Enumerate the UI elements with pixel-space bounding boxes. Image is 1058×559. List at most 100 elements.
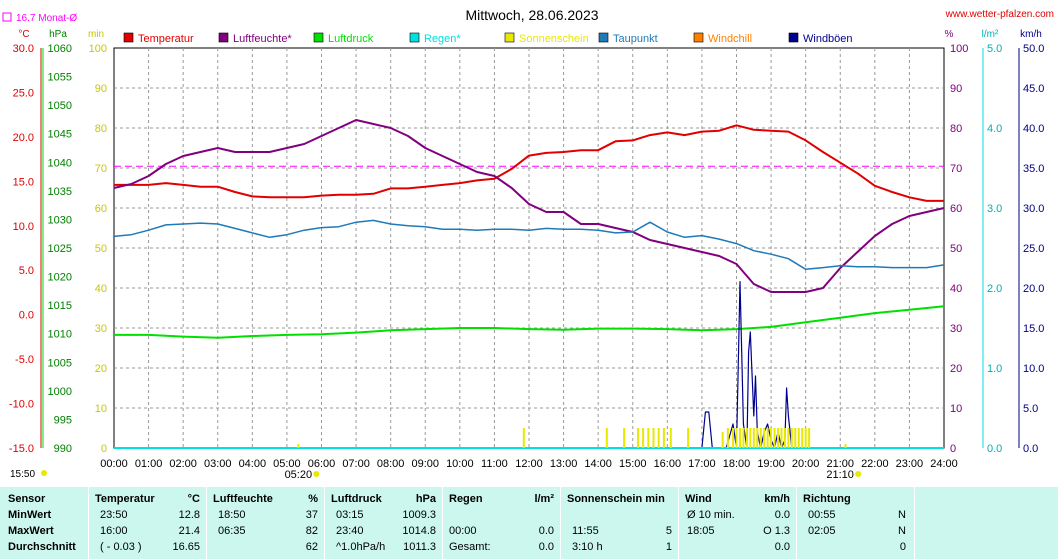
sunshine-bar: [773, 428, 776, 448]
stats-press-time: 23:40: [336, 525, 364, 537]
stats-header-hum: Luftfeuchte: [213, 493, 273, 505]
sunshine-bar: [801, 428, 804, 448]
rain-tick: 2.0: [987, 283, 1002, 295]
min-tick: 40: [95, 283, 107, 295]
min-tick: 100: [89, 43, 107, 55]
sunshine-bar: [794, 428, 797, 448]
stats-wind-value: 0.0: [774, 509, 790, 521]
legend-label-4: Sonnenschein: [519, 33, 589, 45]
pct-tick: 20: [950, 363, 962, 375]
stats-temp-value: 12.8: [178, 509, 200, 521]
stats-separator: [914, 487, 915, 559]
series-layer: [113, 119, 945, 449]
x-tick: 12:00: [515, 458, 543, 470]
series-taupunkt: [113, 219, 945, 271]
min-tick: 10: [95, 403, 107, 415]
pct-tick: 100: [950, 43, 968, 55]
series-luftfeuchte: [113, 119, 945, 293]
x-tick: 03:00: [204, 458, 232, 470]
legend-label-6: Windchill: [708, 33, 752, 45]
stats-press-value: 1014.8: [402, 525, 436, 537]
sunshine-bar: [721, 432, 724, 448]
stats-rain-value: 0.0: [538, 525, 554, 537]
sunshine-bar: [726, 428, 729, 448]
rain-tick: 0.0: [987, 443, 1002, 455]
min-tick: 30: [95, 323, 107, 335]
stats-separator: [560, 487, 561, 559]
x-tick: 19:00: [757, 458, 785, 470]
sunshine-bar: [787, 428, 790, 448]
legend-label-7: Windböen: [803, 33, 853, 45]
unit-hpa: hPa: [49, 29, 67, 40]
x-tick: 02:00: [169, 458, 197, 470]
stats-temp-value: 16.65: [172, 541, 200, 553]
legend-swatch-5: [598, 32, 609, 43]
temp-tick: 10.0: [13, 221, 34, 233]
hpa-tick: 1030: [48, 214, 72, 226]
x-tick: 00:00: [100, 458, 128, 470]
sunshine-bar: [605, 428, 608, 448]
legend-swatch-3: [409, 32, 420, 43]
stats-header-rain-unit: l/m²: [534, 493, 554, 505]
rain-tick: 1.0: [987, 363, 1002, 375]
x-tick: 24:00: [930, 458, 958, 470]
hpa-tick: 995: [54, 414, 72, 426]
legend-swatch-4: [504, 32, 515, 43]
hpa-tick: 1045: [48, 129, 72, 141]
sunshine-bar: [797, 428, 800, 448]
x-tick: 10:00: [446, 458, 474, 470]
pct-tick: 90: [950, 83, 962, 95]
x-tick: 09:00: [411, 458, 439, 470]
pct-tick: 70: [950, 163, 962, 175]
x-tick: 04:00: [239, 458, 267, 470]
hpa-tick: 1055: [48, 72, 72, 84]
stats-header-dir: Richtung: [803, 493, 851, 505]
temp-tick: -5.0: [15, 354, 34, 366]
sunshine-bar: [636, 428, 639, 448]
sunshine-bar: [804, 428, 807, 448]
sunshine-bar: [783, 428, 786, 448]
stats-sun-value: 5: [665, 525, 672, 537]
pct-tick: 60: [950, 203, 962, 215]
weather-chart: Mittwoch, 28.06.2023 www.wetter-pfalzen.…: [2, 7, 1054, 481]
wind-tick: 20.0: [1023, 283, 1044, 295]
temp-tick: 30.0: [13, 43, 34, 55]
wind-tick: 10.0: [1023, 363, 1044, 375]
legend-label-5: Taupunkt: [613, 33, 658, 45]
stats-rain-time: 00:00: [449, 525, 477, 537]
stats-header-hum-unit: %: [308, 493, 318, 505]
stats-separator: [442, 487, 443, 559]
sunshine-bar: [647, 428, 650, 448]
sunrise-label: 05:20: [285, 469, 313, 481]
hpa-tick: 1035: [48, 186, 72, 198]
min-tick: 60: [95, 203, 107, 215]
stats-header-press: Luftdruck: [331, 493, 382, 505]
legend-label-2: Luftdruck: [328, 33, 374, 45]
stats-temp-time: ( - 0.03 ): [100, 541, 142, 553]
min-tick: 20: [95, 363, 107, 375]
stats-header-sensor: Sensor: [8, 493, 46, 505]
stats-dir-time: 00:55: [808, 509, 836, 521]
axis-ticks: 30.0 25.0 20.0 15.0 10.0 5.0 0.0 -5.0 -10.0 -15.0…: [9, 43, 1045, 481]
sunshine-bar: [522, 428, 525, 448]
unit-rain: l/m²: [982, 29, 999, 40]
site-link[interactable]: www.wetter-pfalzen.com: [945, 9, 1054, 20]
stats-header-sun: Sonnenschein min: [567, 493, 665, 505]
stats-hum-value: 82: [305, 525, 318, 537]
stats-header-temp: Temperatur: [95, 493, 155, 505]
min-tick: 80: [95, 123, 107, 135]
stats-wind-value: O 1.3: [763, 525, 790, 537]
x-tick: 23:00: [896, 458, 924, 470]
left-time-label: 15:50: [10, 469, 35, 480]
stats-hum-value: 62: [305, 541, 318, 553]
stats-wind-time: 18:05: [687, 525, 715, 537]
pct-tick: 50: [950, 243, 962, 255]
stats-header-temp-unit: °C: [187, 493, 200, 505]
sunset-label: 21:10: [826, 469, 854, 481]
temp-tick: 20.0: [13, 132, 34, 144]
legend: Temperatur Luftfeuchte* Luftdruck Regen* Son…: [123, 32, 853, 45]
temp-tick: 0.0: [19, 310, 34, 322]
sunshine-bar: [756, 428, 759, 448]
sunshine-bar: [642, 428, 645, 448]
x-tick: 01:00: [135, 458, 163, 470]
